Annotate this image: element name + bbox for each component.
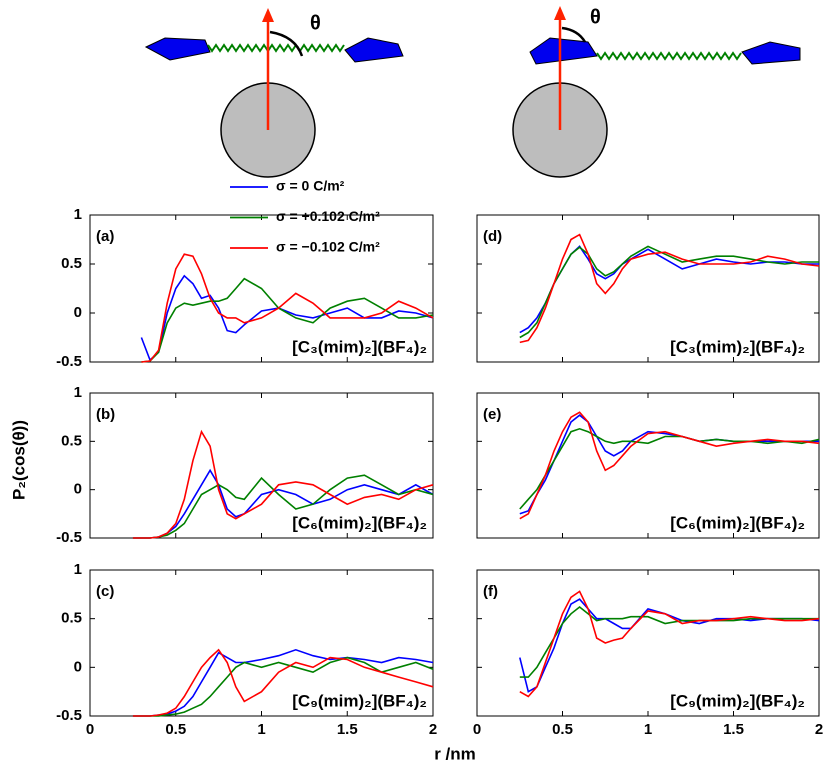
arrowhead — [554, 6, 566, 20]
x-tick-label: 1 — [644, 721, 652, 738]
panel: (d) [C₃(mim)₂](BF₄)₂ — [476, 214, 820, 363]
x-tick-label: 2 — [815, 721, 823, 738]
panel-annotation: [C₉(mim)₂](BF₄)₂ — [292, 691, 427, 710]
data-line — [141, 277, 434, 363]
ring — [741, 41, 801, 65]
diagram-left: θ — [144, 8, 404, 178]
data-line — [519, 233, 820, 344]
panel-annotation: [C₃(mim)₂](BF₄)₂ — [292, 337, 427, 356]
panel-label: (b) — [96, 406, 115, 423]
x-tick-label: 0 — [86, 721, 94, 738]
legend-label: σ = −0.102 C/m² — [276, 239, 380, 255]
panel-annotation: [C₆(mim)₂](BF₄)₂ — [292, 513, 427, 532]
legend-label: σ = +0.102 C/m² — [276, 208, 380, 224]
data-line — [519, 414, 819, 515]
panel: -0.5 0 0.5 1 (a) [C₃(mim)₂](BF₄)₂ — [56, 206, 434, 370]
x-tick-label: 1.5 — [337, 721, 358, 738]
data-line — [132, 429, 434, 539]
ring — [529, 37, 598, 65]
angle-arc — [561, 26, 587, 43]
y-tick-label: 1 — [74, 561, 82, 578]
panel-label: (f) — [483, 583, 498, 600]
panel: -0.5 0 0.5 1 (b) [C₆(mim)₂](BF₄)₂ — [56, 384, 434, 546]
panel: 0 0.5 1 1.5 2 (f) [C₉(mim)₂](BF₄)₂ — [473, 569, 823, 738]
data-line — [519, 590, 820, 698]
chain — [596, 51, 742, 61]
data-line — [132, 648, 434, 717]
data-line — [141, 253, 434, 363]
theta: θ — [310, 12, 321, 34]
y-tick-label: 1 — [74, 384, 82, 401]
y-tick-label: 0 — [74, 658, 82, 675]
panel-label: (a) — [96, 228, 114, 245]
data-line — [132, 656, 434, 717]
y-axis-label: P₂(cos(θ)) — [9, 420, 28, 500]
panel-annotation: [C₃(mim)₂](BF₄)₂ — [670, 337, 805, 356]
y-tick-label: -0.5 — [56, 353, 82, 370]
theta: θ — [590, 6, 601, 28]
data-line — [519, 598, 820, 693]
panel-annotation: [C₉(mim)₂](BF₄)₂ — [670, 691, 805, 710]
x-tick-label: 1 — [257, 721, 265, 738]
panel-annotation: [C₆(mim)₂](BF₄)₂ — [670, 513, 805, 532]
data-line — [519, 245, 819, 339]
data-line — [132, 474, 434, 539]
x-tick-label: 0 — [473, 721, 481, 738]
panel-label: (e) — [483, 406, 501, 423]
y-tick-label: 0.5 — [61, 610, 82, 627]
arrowhead — [262, 8, 274, 22]
angle-arc — [269, 30, 304, 57]
data-line — [132, 648, 434, 717]
diagram-right: θ — [512, 6, 801, 178]
x-tick-label: 0.5 — [165, 721, 186, 738]
x-tick-label: 1.5 — [723, 721, 744, 738]
panel: (e) [C₆(mim)₂](BF₄)₂ — [476, 392, 820, 539]
x-tick-label: 0.5 — [552, 721, 573, 738]
panel-label: (c) — [96, 583, 114, 600]
x-tick-label: 2 — [429, 721, 437, 738]
y-tick-label: 0.5 — [61, 432, 82, 449]
y-tick-label: -0.5 — [56, 529, 82, 546]
panel: -0.500.510 0.5 1 1.5 2(c)[C₉(mim)₂](BF₄)₂ — [56, 561, 437, 738]
chain — [207, 43, 345, 53]
y-tick-label: 0.5 — [61, 255, 82, 272]
legend-label: σ = 0 C/m² — [276, 178, 345, 194]
data-line — [519, 245, 819, 334]
y-tick-label: 0 — [74, 481, 82, 498]
panel-label: (d) — [483, 228, 502, 245]
y-tick-label: 0 — [74, 304, 82, 321]
data-line — [519, 411, 820, 520]
ring — [344, 37, 404, 63]
ring — [144, 37, 211, 61]
y-tick-label: 1 — [74, 206, 82, 223]
y-tick-label: -0.5 — [56, 707, 82, 724]
x-axis-label: r /nm — [434, 744, 476, 763]
